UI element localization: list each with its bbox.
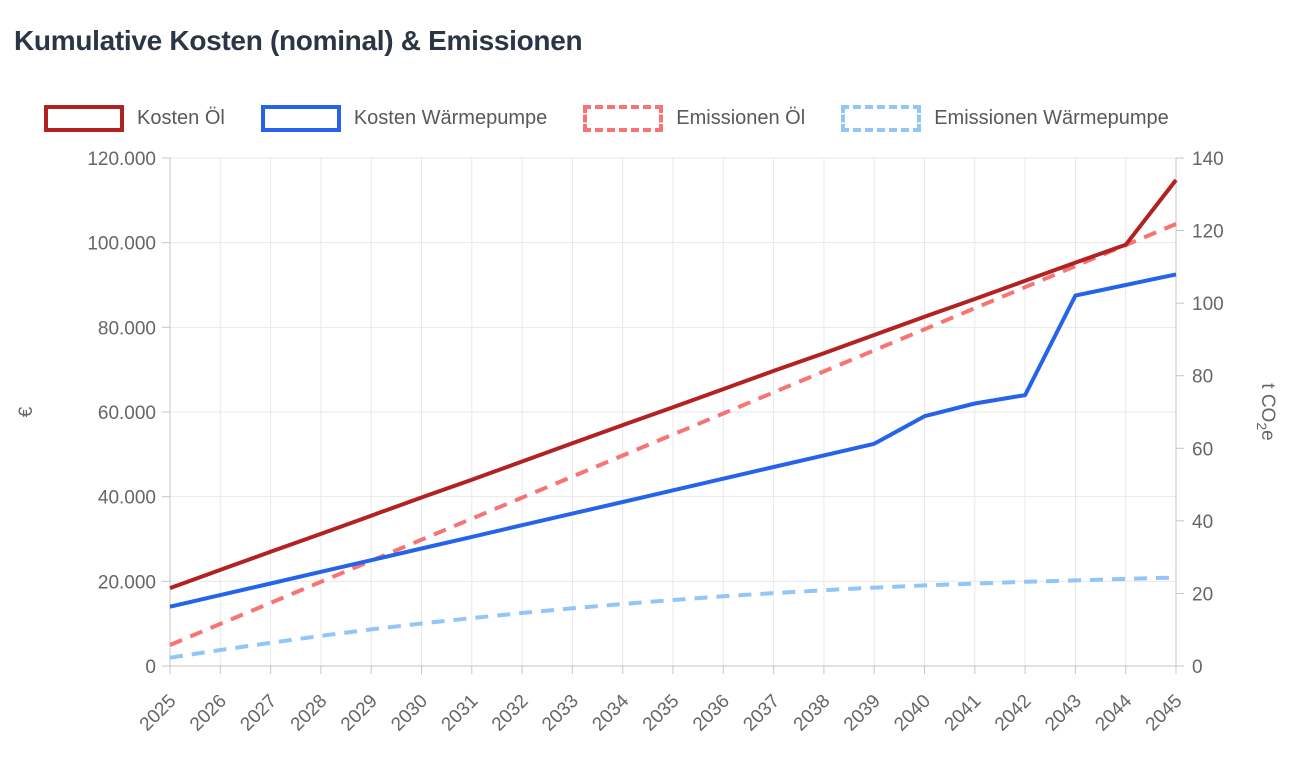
- y-axis-left-tick-label: 80.000: [98, 318, 156, 339]
- x-axis-tick-label: 2026: [186, 691, 231, 736]
- legend-item-kosten-waermepumpe[interactable]: Kosten Wärmepumpe: [260, 105, 548, 132]
- legend-item-kosten-oel[interactable]: Kosten Öl: [44, 105, 225, 132]
- y-axis-right-tick-label: 60: [1192, 439, 1213, 460]
- x-axis-tick-label: 2028: [287, 691, 332, 736]
- legend-item-emissionen-oel[interactable]: Emissionen Öl: [583, 105, 805, 132]
- x-axis-tick-label: 2033: [538, 691, 583, 736]
- x-axis-tick-label: 2044: [1091, 690, 1136, 735]
- x-axis-tick-label: 2042: [991, 691, 1036, 736]
- x-axis-tick-label: 2032: [488, 691, 533, 736]
- series-line-kosten-waermepumpe: [169, 272, 1177, 609]
- chart-legend: Kosten Öl Kosten Wärmepumpe Emissionen Ö…: [44, 105, 1169, 132]
- y-axis-left-tick-label: 60.000: [98, 403, 156, 424]
- x-axis-tick-label: 2038: [790, 691, 835, 736]
- page-title: Kumulative Kosten (nominal) & Emissionen: [14, 24, 583, 56]
- y-axis-right-tick-label: 120: [1192, 222, 1224, 243]
- legend-label: Kosten Wärmepumpe: [353, 107, 548, 129]
- x-axis-tick-label: 2037: [739, 691, 784, 736]
- x-axis-tick-label: 2035: [639, 691, 684, 736]
- legend-swatch-dashed-red-icon: [583, 105, 664, 132]
- legend-label: Emissionen Wärmepumpe: [934, 107, 1169, 129]
- x-axis-tick-label: 2029: [337, 691, 382, 736]
- x-axis-tick-label: 2045: [1142, 691, 1187, 736]
- y-axis-left-tick-label: 40.000: [98, 488, 156, 509]
- x-axis-tick-label: 2036: [689, 691, 734, 736]
- y-axis-right-tick-label: 40: [1192, 512, 1213, 533]
- x-axis-tick-label: 2025: [136, 691, 181, 736]
- y-axis-right-tick-label: 0: [1192, 657, 1203, 678]
- x-axis-tick-label: 2031: [438, 691, 483, 736]
- y-axis-right-tick-label: 100: [1192, 294, 1224, 315]
- x-axis-tick-label: 2034: [588, 690, 633, 735]
- x-axis-tick-label: 2027: [236, 691, 281, 736]
- y-axis-left-tick-label: 100.000: [87, 234, 156, 255]
- series-line-emissionen-waermepumpe: [169, 575, 1177, 660]
- legend-label: Kosten Öl: [137, 107, 225, 129]
- x-axis-tick-label: 2040: [890, 691, 935, 736]
- y-axis-left-tick-label: 20.000: [98, 572, 156, 593]
- x-axis-tick-label: 2043: [1041, 691, 1086, 736]
- x-axis-tick-label: 2039: [840, 691, 885, 736]
- y-axis-right-tick-label: 20: [1192, 584, 1213, 605]
- series-line-kosten-oel: [169, 178, 1178, 590]
- x-axis-tick-label: 2041: [941, 691, 986, 736]
- y-axis-right-tick-label: 80: [1192, 367, 1213, 388]
- y-axis-left-tick-label: 0: [145, 657, 156, 678]
- y-axis-right-title: t CO2e: [1254, 383, 1278, 440]
- y-axis-left-tick-label: 120.000: [87, 149, 156, 170]
- series-line-emissionen-oel: [169, 222, 1177, 647]
- x-axis-tick-label: 2030: [387, 691, 432, 736]
- legend-label: Emissionen Öl: [676, 107, 806, 129]
- legend-swatch-solid-blue-icon: [260, 105, 341, 132]
- legend-swatch-solid-red-icon: [44, 105, 124, 132]
- y-axis-left-title: €: [16, 406, 37, 417]
- legend-item-emissionen-waermepumpe[interactable]: Emissionen Wärmepumpe: [841, 105, 1169, 132]
- y-axis-right-tick-label: 140: [1192, 149, 1224, 170]
- legend-swatch-dashed-lightblue-icon: [841, 105, 922, 132]
